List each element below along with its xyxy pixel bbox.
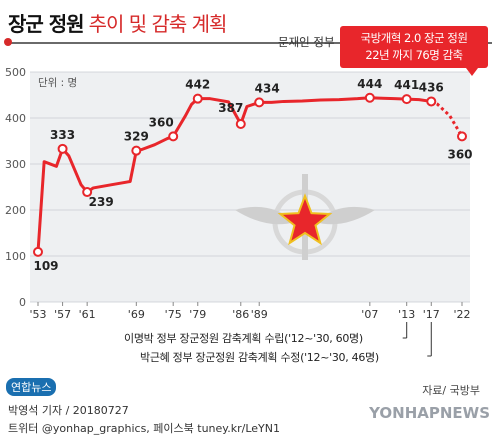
data-point (426, 96, 437, 107)
x-tick-label: '86 (232, 308, 249, 321)
data-label: 441 (394, 78, 419, 92)
y-tick-label: 100 (5, 250, 26, 263)
y-tick-label: 300 (5, 158, 26, 171)
title-rule-dot (4, 38, 12, 46)
annotation-tail (466, 68, 478, 76)
title-rule (8, 42, 492, 44)
title-main: 장군 정원 (8, 12, 85, 36)
data-label: 360 (149, 115, 174, 129)
x-tick-label: '69 (128, 308, 145, 321)
x-tick-label: '89 (251, 308, 268, 321)
data-point (235, 118, 246, 129)
data-label: 434 (255, 81, 280, 95)
data-label: 239 (89, 195, 114, 209)
gov-label: 문재인 정부 (278, 35, 335, 49)
y-tick-label: 500 (5, 66, 26, 79)
data-label: 360 (447, 147, 472, 161)
x-tick-label: '07 (361, 308, 378, 321)
annotation-box: 국방개혁 2.0 장군 정원 22년 까지 76명 감축 (340, 26, 488, 68)
x-tick-label: '13 (398, 308, 415, 321)
data-label: 444 (357, 77, 382, 91)
y-tick-label: 400 (5, 112, 26, 125)
data-point (131, 145, 142, 156)
source-label: 자료/ 국방부 (422, 384, 480, 397)
emblem-wing-right (315, 206, 375, 225)
watermark: YONHAPNEWS (369, 404, 490, 422)
data-label: 109 (33, 259, 58, 273)
x-tick-label: '22 (453, 308, 470, 321)
x-tick-label: '61 (79, 308, 96, 321)
data-label: 436 (419, 80, 444, 94)
title-sub: 추이 및 감축 계획 (88, 12, 228, 36)
data-label: 442 (185, 78, 210, 92)
page-title: 장군 정원 추이 및 감축 계획 (8, 8, 228, 37)
emblem-wing-left (235, 206, 295, 225)
data-point (82, 187, 93, 198)
data-point (168, 131, 179, 142)
data-point (364, 92, 375, 103)
y-tick-label: 200 (5, 204, 26, 217)
data-label: 387 (218, 101, 243, 115)
note-gh: 박근혜 정부 장군정원 감축계획 수정('12~'30, 46명) (140, 351, 379, 364)
y-tick-label: 0 (19, 296, 26, 309)
data-point (57, 143, 68, 154)
annotation-line1: 국방개혁 2.0 장군 정원 (360, 31, 468, 45)
credit-line: 박영석 기자 / 20180727 (8, 404, 129, 417)
data-point (33, 246, 43, 257)
data-point (457, 131, 467, 142)
unit-label: 단위 : 명 (38, 76, 77, 89)
data-point (254, 97, 265, 108)
emblem-star-icon (277, 193, 333, 246)
x-tick-label: '53 (29, 308, 46, 321)
data-label: 329 (124, 130, 149, 144)
yonhap-logo: 연합뉴스 (6, 378, 57, 396)
data-point (192, 93, 203, 104)
annotation-line2: 22년 까지 76명 감축 (365, 48, 463, 62)
x-tick-label: '79 (189, 308, 206, 321)
x-tick-label: '57 (54, 308, 71, 321)
x-tick-label: '17 (423, 308, 440, 321)
social-line: 트위터 @yonhap_graphics, 페이스북 tuney.kr/LeYN… (8, 422, 280, 435)
x-tick-label: '75 (165, 308, 182, 321)
data-point (401, 94, 412, 105)
data-label: 333 (50, 128, 75, 142)
note-mb: 이명박 정부 장군정원 감축계획 수립('12~'30, 60명) (124, 332, 363, 345)
